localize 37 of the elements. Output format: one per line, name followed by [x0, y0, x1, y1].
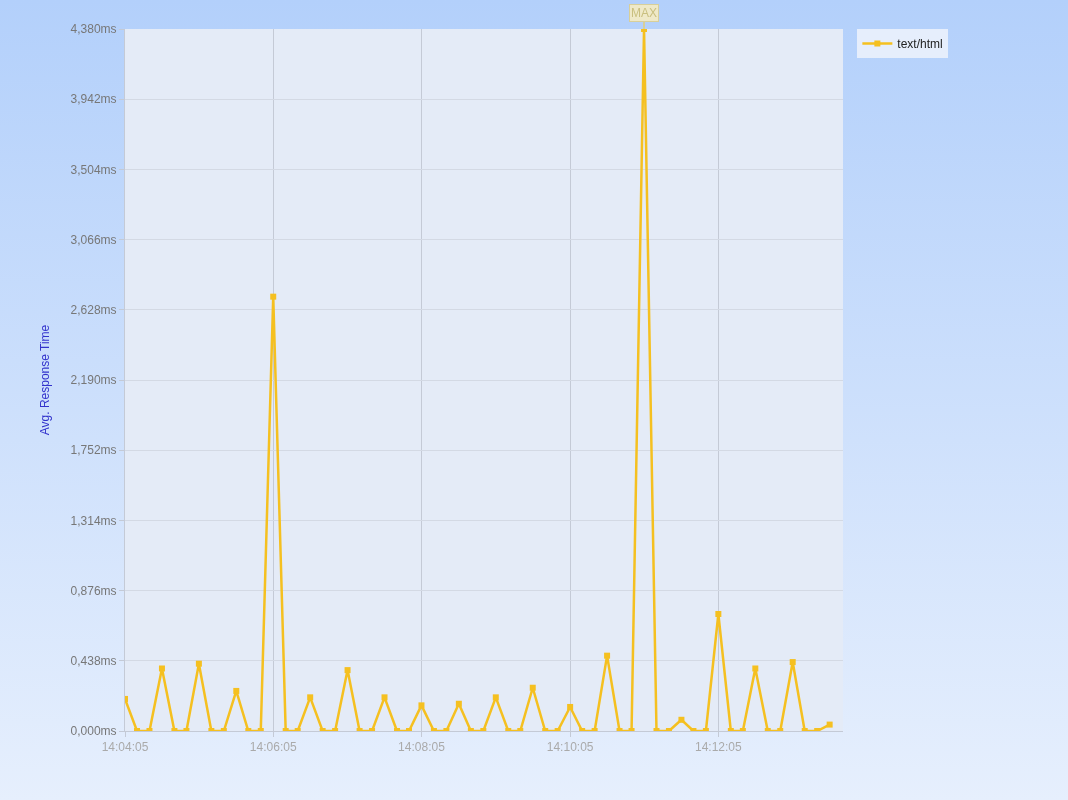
legend-label: text/html: [897, 37, 943, 52]
point: [529, 684, 536, 691]
y-tick-label: 0,000ms: [70, 724, 117, 739]
x-tick-label: 14:04:05: [101, 740, 149, 755]
x-tick-label: 14:08:05: [398, 740, 446, 755]
y-axis-title: Avg. Response Time: [37, 324, 52, 436]
point: [567, 703, 574, 710]
y-tick-label: 3,942ms: [70, 92, 117, 107]
point: [233, 687, 240, 694]
point: [752, 665, 759, 672]
x-tick-label: 14:12:05: [695, 740, 743, 755]
point: [826, 721, 833, 728]
y-tick-label: 2,628ms: [70, 303, 117, 317]
point: [715, 611, 722, 617]
point: [455, 700, 462, 707]
point: [381, 694, 388, 701]
point: [270, 293, 277, 300]
point: [344, 667, 351, 674]
point: [195, 660, 202, 667]
y-tick-label: 0,876ms: [70, 583, 117, 598]
x-tick-label: 14:06:05: [249, 740, 297, 755]
point: [158, 665, 165, 672]
y-tick-label: 0,438ms: [70, 654, 117, 668]
y-tick-label: 3,066ms: [70, 232, 117, 247]
point: [418, 702, 425, 709]
point: [307, 694, 314, 701]
point: [678, 716, 685, 723]
point: [604, 652, 611, 659]
y-tick-label: 1,314ms: [70, 513, 117, 528]
x-tick-label: 14:10:05: [546, 740, 594, 755]
y-tick-label: 1,752ms: [70, 443, 117, 458]
point: [789, 659, 796, 666]
y-tick-label: 2,190ms: [70, 373, 117, 388]
y-tick-label: 4,380ms: [70, 22, 117, 37]
annotation: MAX: [631, 6, 658, 20]
point: [492, 694, 499, 701]
y-tick-label: 3,504ms: [70, 162, 117, 177]
